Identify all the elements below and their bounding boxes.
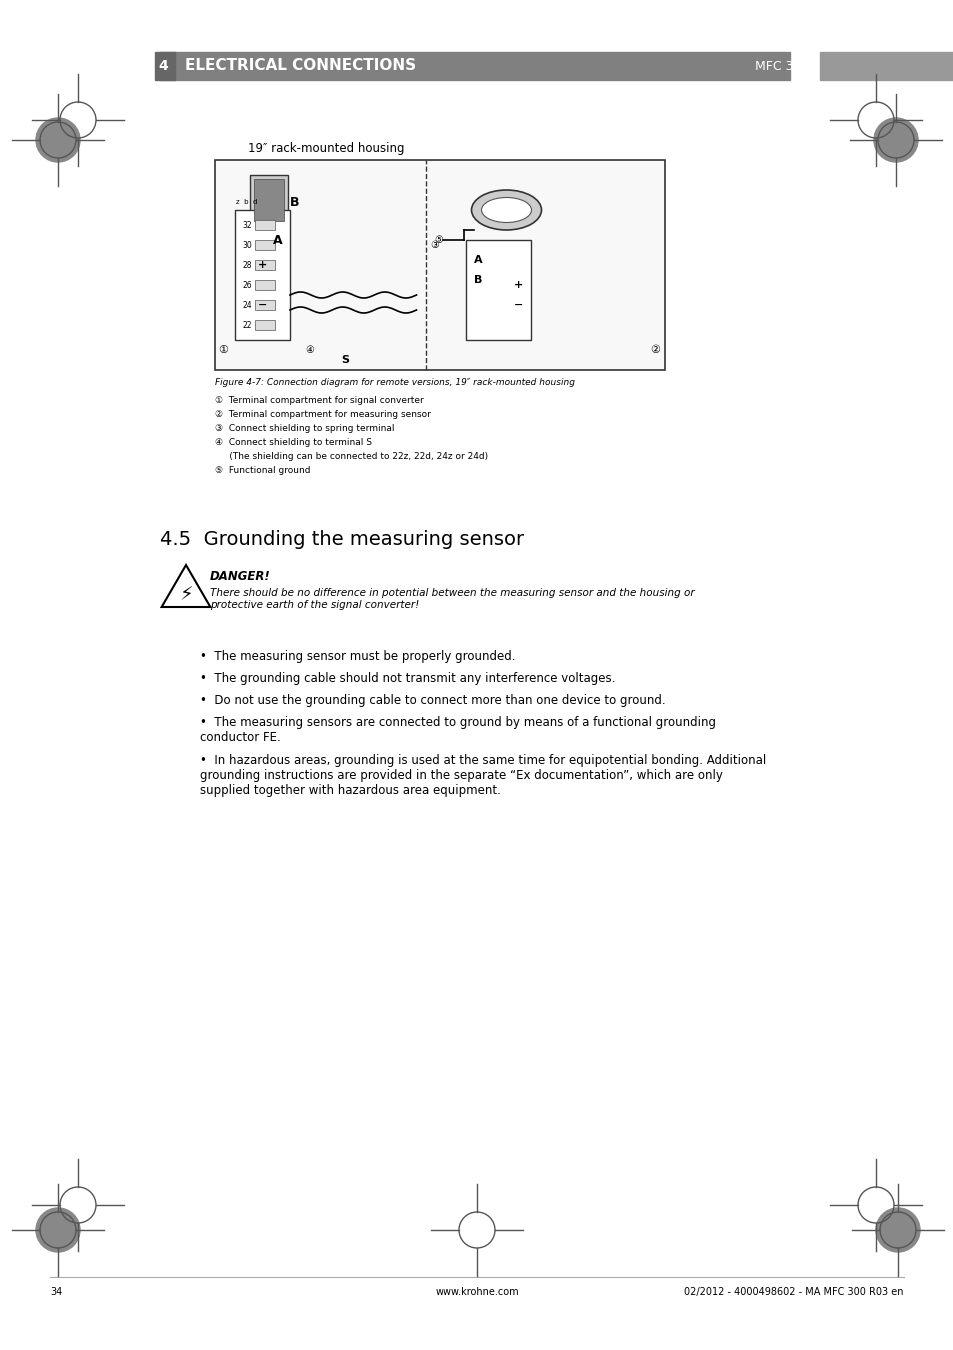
- Ellipse shape: [471, 190, 541, 230]
- Text: Figure 4-7: Connection diagram for remote versions, 19″ rack-mounted housing: Figure 4-7: Connection diagram for remot…: [214, 378, 575, 387]
- Polygon shape: [161, 566, 211, 608]
- Text: A: A: [474, 255, 482, 265]
- Text: ⑤: ⑤: [434, 235, 442, 244]
- Text: −: −: [258, 300, 268, 310]
- Bar: [234, 211, 290, 340]
- Text: ④  Connect shielding to terminal S: ④ Connect shielding to terminal S: [214, 437, 372, 447]
- Bar: [250, 176, 288, 225]
- Text: B: B: [474, 275, 482, 285]
- Circle shape: [875, 1208, 919, 1251]
- Text: ②  Terminal compartment for measuring sensor: ② Terminal compartment for measuring sen…: [214, 410, 431, 418]
- Bar: [154, 53, 174, 80]
- Text: ⑤  Functional ground: ⑤ Functional ground: [214, 466, 310, 475]
- Ellipse shape: [243, 250, 283, 279]
- Text: ②: ②: [649, 346, 659, 355]
- Text: 22: 22: [242, 320, 252, 329]
- Circle shape: [36, 1208, 80, 1251]
- Circle shape: [873, 117, 917, 162]
- Bar: [254, 220, 274, 230]
- Text: 26: 26: [242, 281, 252, 289]
- Bar: [160, 53, 789, 80]
- Bar: [254, 279, 274, 290]
- Text: +: +: [514, 279, 522, 290]
- Text: 02/2012 - 4000498602 - MA MFC 300 R03 en: 02/2012 - 4000498602 - MA MFC 300 R03 en: [684, 1287, 903, 1297]
- Bar: [254, 320, 274, 329]
- Text: 28: 28: [242, 261, 252, 270]
- Text: MFC 300: MFC 300: [755, 59, 809, 73]
- Text: z  b  d: z b d: [236, 198, 257, 205]
- Bar: [254, 240, 274, 250]
- Text: There should be no difference in potential between the measuring sensor and the : There should be no difference in potenti…: [210, 589, 694, 610]
- Text: 4: 4: [158, 59, 168, 73]
- Text: (The shielding can be connected to 22z, 22d, 24z or 24d): (The shielding can be connected to 22z, …: [214, 452, 488, 460]
- Text: 4.5  Grounding the measuring sensor: 4.5 Grounding the measuring sensor: [160, 531, 523, 549]
- Text: ELECTRICAL CONNECTIONS: ELECTRICAL CONNECTIONS: [185, 58, 416, 73]
- Text: •  The grounding cable should not transmit any interference voltages.: • The grounding cable should not transmi…: [200, 672, 615, 684]
- Text: •  In hazardous areas, grounding is used at the same time for equipotential bond: • In hazardous areas, grounding is used …: [200, 755, 765, 796]
- Text: 32: 32: [242, 220, 252, 230]
- Text: 34: 34: [50, 1287, 62, 1297]
- Text: ④: ④: [305, 346, 314, 355]
- Text: 30: 30: [242, 240, 252, 250]
- Bar: [820, 53, 953, 80]
- Text: ⚡: ⚡: [179, 586, 193, 605]
- Bar: [254, 300, 274, 310]
- Circle shape: [36, 117, 80, 162]
- Text: B: B: [290, 196, 299, 208]
- Text: •  The measuring sensors are connected to ground by means of a functional ground: • The measuring sensors are connected to…: [200, 716, 716, 744]
- Text: ①  Terminal compartment for signal converter: ① Terminal compartment for signal conver…: [214, 396, 423, 405]
- Text: •  The measuring sensor must be properly grounded.: • The measuring sensor must be properly …: [200, 649, 515, 663]
- Text: www.krohne.com: www.krohne.com: [435, 1287, 518, 1297]
- Bar: [254, 261, 274, 270]
- Text: A: A: [273, 234, 282, 247]
- Text: S: S: [340, 355, 349, 364]
- Bar: [253, 180, 284, 221]
- Text: •  Do not use the grounding cable to connect more than one device to ground.: • Do not use the grounding cable to conn…: [200, 694, 665, 707]
- Bar: [466, 240, 531, 340]
- Text: ③  Connect shielding to spring terminal: ③ Connect shielding to spring terminal: [214, 424, 395, 433]
- Text: 24: 24: [242, 301, 252, 309]
- Text: ③: ③: [430, 240, 438, 250]
- Bar: [214, 161, 664, 370]
- Text: 19″ rack-mounted housing: 19″ rack-mounted housing: [248, 142, 404, 155]
- Text: +: +: [258, 261, 268, 270]
- Text: ①: ①: [218, 346, 228, 355]
- Text: −: −: [514, 300, 522, 310]
- Ellipse shape: [481, 197, 531, 223]
- Text: DANGER!: DANGER!: [210, 570, 271, 583]
